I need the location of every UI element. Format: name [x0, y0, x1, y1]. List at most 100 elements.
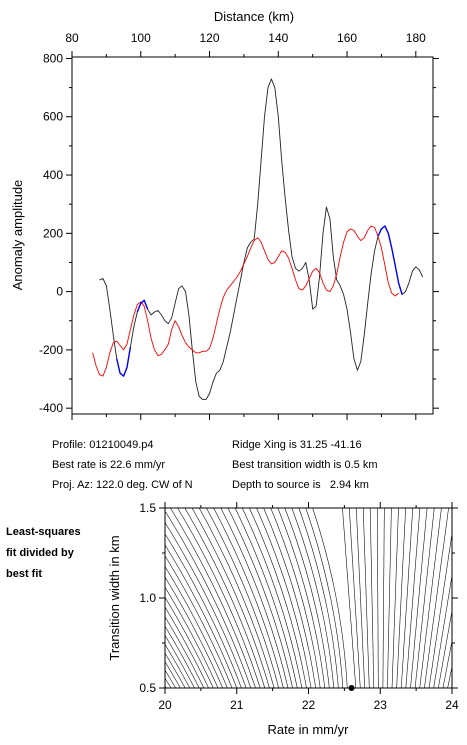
contour-line	[305, 508, 344, 688]
rate-tick-label: 23	[374, 698, 388, 712]
amplitude-tick-label: -400	[39, 401, 63, 415]
contour-line	[424, 508, 449, 688]
amplitude-tick-label: 800	[43, 51, 63, 65]
contour-line	[355, 508, 366, 688]
contour-line	[198, 508, 275, 688]
best-fit-marker	[348, 685, 355, 691]
distance-axis-title: Distance (km)	[214, 9, 294, 24]
depth-to-source-text: Depth to source is 2.94 km	[232, 479, 369, 491]
rate-axis-title: Rate in mm/yr	[268, 722, 350, 737]
contour-line	[165, 533, 242, 688]
contour-line	[165, 544, 238, 688]
rate-tick-label: 22	[302, 698, 316, 712]
contour-line	[342, 508, 357, 688]
distance-tick-label: 80	[65, 31, 79, 45]
width-tick-label: 1.0	[139, 591, 156, 605]
contour-line	[277, 508, 326, 688]
contour-line	[184, 508, 266, 688]
contour-line	[242, 508, 303, 688]
ridge-crossing-text: Ridge Xing is 31.25 -41.16	[232, 439, 362, 451]
contour-line	[391, 508, 399, 688]
anomaly-series-line-3	[136, 299, 149, 313]
contour-line	[382, 508, 385, 688]
contour-line	[206, 508, 279, 688]
contour-line	[349, 508, 361, 688]
contour-line	[170, 508, 256, 688]
width-tick-label: 0.5	[139, 681, 156, 695]
contour-line	[165, 625, 200, 688]
amplitude-tick-label: 400	[43, 168, 63, 182]
contour-line	[177, 508, 261, 688]
contour-line	[165, 652, 186, 688]
contour-line	[165, 565, 228, 688]
contour-line	[442, 639, 452, 688]
distance-tick-label: 160	[337, 31, 357, 45]
contour-line	[220, 508, 289, 688]
contour-line	[270, 508, 321, 688]
contour-line	[165, 576, 223, 688]
misfit-contour-chart: 20 21 22 23 24 0.5 1.0 1.5 Rate in mm/yr Trans…	[107, 501, 467, 737]
contour-chart-frame	[164, 507, 453, 689]
contour-line	[462, 508, 467, 688]
rate-axis-ticks: 20 21 22 23 24	[158, 502, 459, 712]
amplitude-tick-label: 0	[56, 285, 63, 299]
contour-line	[419, 508, 442, 688]
contour-line	[263, 508, 316, 688]
contour-line	[165, 555, 233, 688]
distance-tick-label: 120	[200, 31, 220, 45]
contour-line	[362, 508, 370, 688]
profile-id-text: Profile: 01210049.p4	[52, 439, 154, 451]
contour-line	[298, 508, 339, 688]
anomaly-series-line-1	[92, 225, 399, 377]
anomaly-series-group	[92, 78, 424, 400]
contour-line	[369, 508, 375, 688]
contour-line	[165, 606, 209, 688]
rate-tick-label: 21	[230, 698, 244, 712]
contour-line	[428, 531, 452, 688]
contour-line	[191, 508, 270, 688]
amplitude-axis-ticks: -400 -200 0 200 400 600 800	[39, 51, 439, 415]
contour-line	[433, 573, 452, 688]
misfit-note: Least-squares fit divided by best fit	[6, 526, 81, 580]
contour-line	[234, 508, 298, 688]
anomaly-series-line-2	[116, 346, 132, 377]
misfit-note-line-3: best fit	[6, 568, 42, 580]
contour-line	[165, 586, 219, 688]
contour-line	[165, 643, 191, 688]
contour-line	[256, 508, 312, 688]
contour-line	[213, 508, 284, 688]
width-axis-title: Transition width in km	[107, 535, 122, 660]
contour-line	[165, 521, 247, 688]
width-axis-ticks: 0.5 1.0 1.5	[139, 501, 458, 695]
best-transition-text: Best transition width is 0.5 km	[232, 459, 378, 471]
distance-axis-ticks: 80 100 120 140 160 180	[65, 31, 426, 420]
distance-tick-label: 100	[131, 31, 151, 45]
contour-line	[284, 508, 330, 688]
amplitude-axis-title: Anomaly amplitude	[10, 180, 25, 291]
contour-line	[405, 508, 421, 688]
contour-line	[457, 508, 467, 688]
contour-line	[396, 508, 406, 688]
best-rate-text: Best rate is 22.6 mm/yr	[52, 459, 165, 471]
contour-line	[414, 508, 435, 688]
anomaly-chart: 80 100 120 140 160 180 -400-2000200400600800 …	[10, 9, 439, 420]
contour-line	[438, 609, 452, 688]
amplitude-tick-label: 200	[43, 226, 63, 240]
contour-line	[376, 508, 379, 688]
contour-line	[227, 508, 293, 688]
contour-line	[387, 508, 392, 688]
anomaly-chart-frame	[71, 56, 434, 415]
distance-tick-label: 180	[406, 31, 426, 45]
contour-lines	[165, 508, 467, 688]
contour-line	[291, 508, 335, 688]
amplitude-tick-label: 600	[43, 110, 63, 124]
contour-line	[400, 508, 414, 688]
projection-azimuth-text: Proj. Az: 122.0 deg. CW of N	[52, 479, 193, 491]
width-tick-label: 1.5	[139, 501, 156, 515]
contour-line	[312, 508, 348, 688]
contour-line	[165, 616, 205, 688]
misfit-note-line-2: fit divided by	[6, 547, 75, 559]
contour-line	[165, 634, 195, 688]
distance-tick-label: 140	[268, 31, 288, 45]
